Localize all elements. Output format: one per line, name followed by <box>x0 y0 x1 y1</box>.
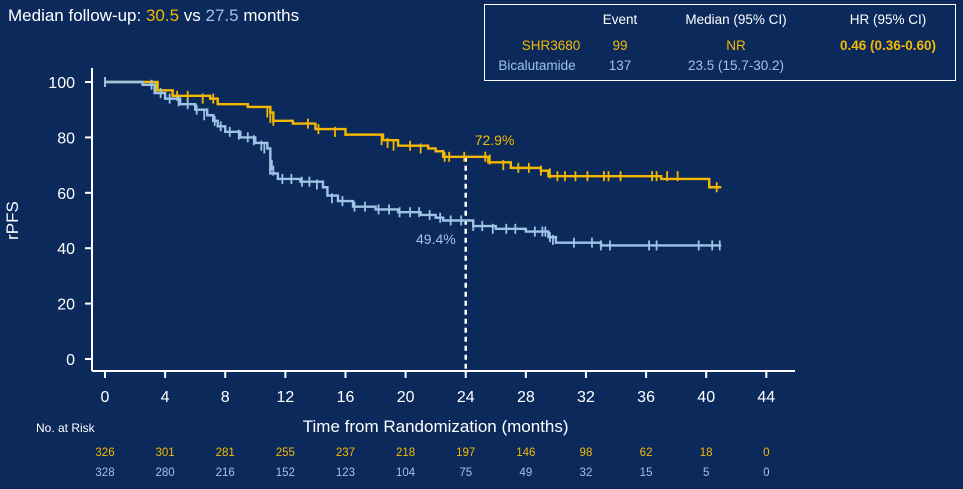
y-tick-label: 80 <box>57 130 75 147</box>
legend-arm-b: Bicalutamide <box>498 58 576 73</box>
risk-value-bicalutamide: 152 <box>275 467 295 479</box>
y-axis-title: rPFS <box>3 201 22 240</box>
risk-value-shr3680: 62 <box>639 447 653 459</box>
x-tick-label: 44 <box>757 389 775 406</box>
x-tick-label: 4 <box>161 389 170 406</box>
headline: Median follow-up: 30.5 vs 27.5 months <box>8 6 299 26</box>
headline-suffix: months <box>238 6 300 25</box>
legend-median-a: NR <box>726 38 746 53</box>
legend-header-median: Median (95% CI) <box>685 12 787 27</box>
risk-value-bicalutamide: 328 <box>95 467 115 479</box>
legend-event-a: 99 <box>612 38 628 53</box>
risk-value-bicalutamide: 15 <box>639 467 653 479</box>
km-curve-shr3680 <box>105 80 722 189</box>
risk-value-shr3680: 237 <box>335 447 356 459</box>
risk-value-shr3680: 301 <box>155 447 175 459</box>
headline-value-b: 27.5 <box>205 6 239 25</box>
x-tick-label: 40 <box>697 389 715 406</box>
legend-median-b: 23.5 (15.7-30.2) <box>687 58 785 73</box>
risk-value-shr3680: 255 <box>275 447 295 459</box>
annotation-bicalutamide: 49.4% <box>416 231 456 247</box>
legend-header-event: Event <box>602 12 638 27</box>
x-tick-label: 8 <box>221 389 230 406</box>
risk-value-bicalutamide: 123 <box>335 467 356 479</box>
x-tick-label: 20 <box>397 389 415 406</box>
headline-prefix: Median follow-up: <box>8 6 146 25</box>
headline-middle: vs <box>179 6 206 25</box>
risk-value-shr3680: 197 <box>456 447 476 459</box>
risk-value-bicalutamide: 280 <box>155 467 175 479</box>
x-tick-label: 24 <box>457 389 475 406</box>
risk-value-shr3680: 146 <box>516 447 536 459</box>
risk-value-bicalutamide: 104 <box>396 467 416 479</box>
y-tick-label: 0 <box>66 352 75 369</box>
annotation-shr3680: 72.9% <box>475 132 515 148</box>
x-tick-label: 12 <box>276 389 294 406</box>
risk-value-bicalutamide: 49 <box>519 467 533 479</box>
legend-arm-a: SHR3680 <box>521 38 581 53</box>
y-tick-label: 40 <box>57 241 75 258</box>
risk-value-shr3680: 281 <box>215 447 235 459</box>
km-curve-bicalutamide <box>105 80 722 247</box>
x-tick-label: 0 <box>101 389 110 406</box>
risk-value-bicalutamide: 5 <box>702 467 710 479</box>
x-tick-label: 16 <box>337 389 355 406</box>
risk-value-shr3680: 0 <box>763 447 770 459</box>
risk-value-bicalutamide: 0 <box>763 467 770 479</box>
risk-value-bicalutamide: 216 <box>215 467 235 479</box>
x-axis-title: Time from Randomization (months) <box>303 417 569 436</box>
legend-table: Event Median (95% CI) HR (95% CI) SHR368… <box>484 4 956 81</box>
x-tick-label: 32 <box>577 389 595 406</box>
x-tick-label: 36 <box>637 389 655 406</box>
risk-value-shr3680: 98 <box>579 447 593 459</box>
y-tick-label: 100 <box>48 75 75 92</box>
headline-value-a: 30.5 <box>145 6 180 25</box>
legend-header-hr: HR (95% CI) <box>849 12 927 27</box>
y-tick-label: 60 <box>57 186 75 203</box>
x-tick-label: 28 <box>517 389 535 406</box>
y-tick-label: 20 <box>57 297 75 314</box>
risk-value-shr3680: 18 <box>699 447 713 459</box>
legend-event-b: 137 <box>608 58 632 73</box>
risk-table-title: No. at Risk <box>36 421 95 435</box>
risk-value-shr3680: 218 <box>396 447 416 459</box>
risk-value-bicalutamide: 75 <box>459 467 473 479</box>
risk-value-bicalutamide: 32 <box>579 467 593 479</box>
risk-value-shr3680: 326 <box>95 447 115 459</box>
legend-hr-a: 0.46 (0.36-0.60) <box>839 38 937 53</box>
